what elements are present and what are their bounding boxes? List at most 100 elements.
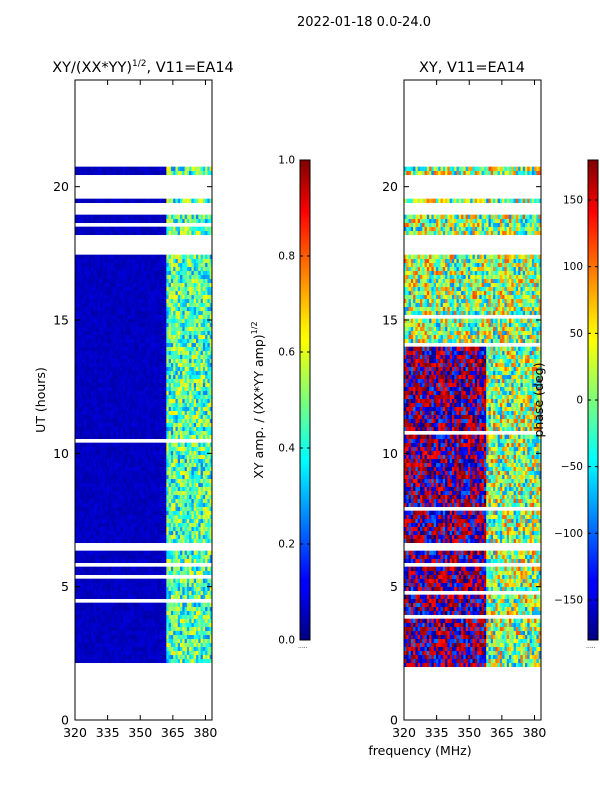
heatmap-cell: [191, 654, 195, 660]
heatmap-cell: [75, 558, 78, 564]
heatmap-cell: [184, 338, 188, 344]
heatmap-cell: [154, 474, 158, 480]
heatmap-cell: [104, 602, 108, 608]
heatmap-cell: [209, 586, 213, 592]
heatmap-cell: [198, 406, 201, 412]
heatmap-cell: [200, 342, 204, 348]
heatmap-cell: [200, 550, 204, 556]
heatmap-cell: [75, 374, 78, 380]
heatmap-cell: [129, 466, 133, 472]
heatmap-cell: [86, 314, 90, 320]
heatmap-cell: [84, 582, 87, 588]
heatmap-cell: [127, 558, 131, 564]
heatmap-cell: [134, 334, 137, 340]
heatmap-cell: [175, 482, 179, 488]
heatmap-cell: [109, 398, 112, 404]
heatmap-cell: [170, 382, 174, 388]
heatmap-cell: [143, 566, 147, 572]
heatmap-cell: [90, 590, 94, 596]
heatmap-cell: [104, 430, 108, 436]
heatmap-cell: [196, 394, 199, 400]
heatmap-cell: [145, 522, 149, 528]
heatmap-cell: [79, 346, 83, 352]
heatmap-cell: [193, 590, 197, 596]
heatmap-cell: [136, 634, 140, 640]
heatmap-cell: [132, 386, 135, 392]
heatmap-cell: [193, 374, 197, 380]
heatmap-cell: [138, 634, 142, 640]
heatmap-cell: [84, 394, 87, 400]
heatmap-cell: [90, 414, 94, 420]
heatmap-cell: [109, 650, 112, 656]
heatmap-cell: [79, 458, 83, 464]
heatmap-cell: [118, 338, 122, 344]
heatmap-cell: [129, 398, 133, 404]
heatmap-cell: [116, 602, 119, 608]
heatmap-cell: [86, 582, 90, 588]
heatmap-cell: [113, 610, 117, 616]
heatmap-cell: [125, 346, 128, 352]
heatmap-cell: [132, 310, 135, 316]
heatmap-cell: [132, 510, 135, 516]
heatmap-cell: [186, 338, 190, 344]
heatmap-cell: [102, 594, 106, 600]
heatmap-cell: [164, 322, 167, 328]
heatmap-cell: [193, 586, 197, 592]
heatmap-cell: [177, 570, 181, 576]
heatmap-cell: [127, 318, 131, 324]
heatmap-cell: [209, 350, 213, 356]
heatmap-cell: [136, 350, 140, 356]
heatmap-cell: [93, 506, 96, 512]
heatmap-cell: [111, 474, 115, 480]
heatmap-cell: [193, 530, 197, 536]
heatmap-cell: [102, 526, 106, 532]
heatmap-cell: [207, 626, 211, 632]
heatmap-cell: [102, 590, 106, 596]
heatmap-cell: [196, 510, 199, 516]
heatmap-cell: [193, 366, 197, 372]
heatmap-cell: [109, 550, 112, 556]
heatmap-cell: [109, 470, 112, 476]
heatmap-cell: [168, 482, 172, 488]
heatmap-cell: [118, 614, 122, 620]
heatmap-cell: [152, 514, 156, 520]
heatmap-cell: [154, 402, 158, 408]
heatmap-cell: [170, 334, 174, 340]
heatmap-cell: [104, 470, 108, 476]
heatmap-cell: [177, 366, 181, 372]
heatmap-cell: [177, 378, 181, 384]
heatmap-cell: [196, 582, 199, 588]
heatmap-cell: [168, 610, 172, 616]
heatmap-cell: [100, 650, 103, 656]
heatmap-cell: [164, 374, 167, 380]
heatmap-cell: [102, 650, 106, 656]
heatmap-cell: [209, 418, 213, 424]
heatmap-cell: [111, 582, 115, 588]
heatmap-cell: [90, 314, 94, 320]
heatmap-cell: [86, 534, 90, 540]
heatmap-cell: [97, 586, 101, 592]
heatmap-cell: [182, 418, 185, 424]
heatmap-cell: [200, 374, 204, 380]
heatmap-cell: [100, 302, 103, 308]
heatmap-cell: [102, 350, 106, 356]
heatmap-cell: [154, 614, 158, 620]
heatmap-cell: [150, 518, 153, 524]
heatmap-cell: [120, 570, 124, 576]
heatmap-cell: [102, 374, 106, 380]
heatmap-cell: [159, 474, 163, 480]
heatmap-cell: [102, 370, 106, 376]
heatmap-cell: [143, 626, 147, 632]
heatmap-cell: [141, 514, 144, 520]
heatmap-cell: [164, 494, 167, 500]
heatmap-cell: [97, 602, 101, 608]
heatmap-cell: [84, 646, 87, 652]
heatmap-cell: [166, 454, 169, 460]
heatmap-cell: [198, 514, 201, 520]
heatmap-cell: [186, 450, 190, 456]
heatmap-cell: [148, 454, 151, 460]
heatmap-cell: [164, 450, 167, 456]
heatmap-cell: [141, 622, 144, 628]
heatmap-cell: [138, 618, 142, 624]
heatmap-cell: [113, 590, 117, 596]
